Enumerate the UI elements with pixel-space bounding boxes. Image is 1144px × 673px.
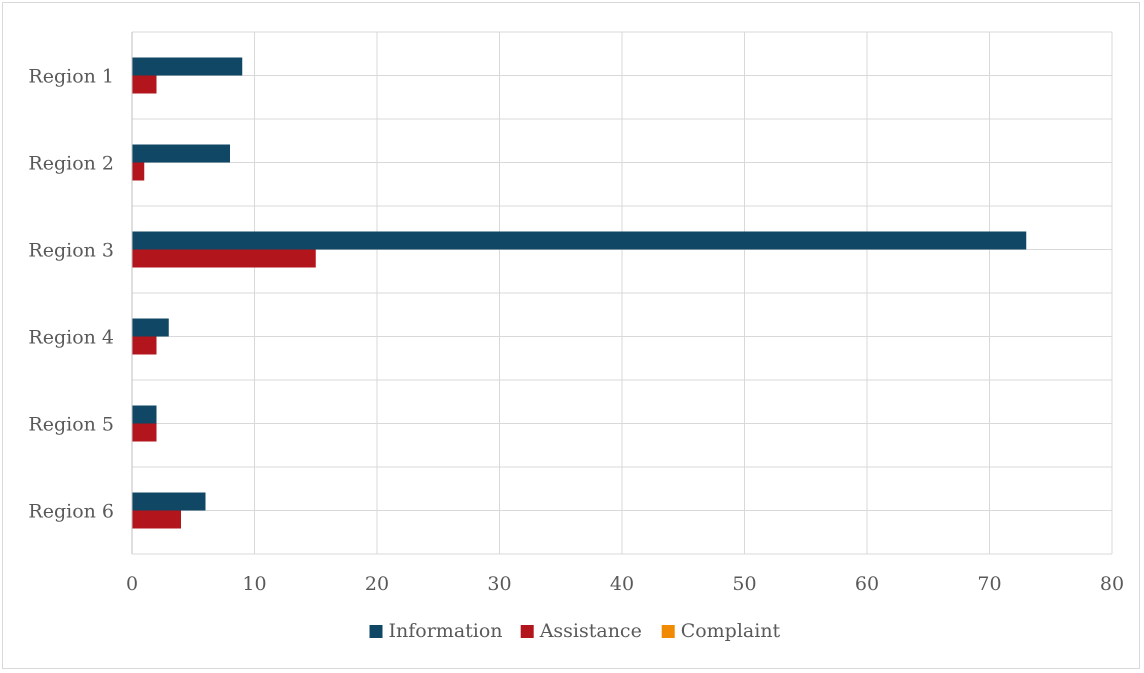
legend-label-information: Information (389, 620, 503, 642)
category-label: Region 2 (28, 153, 114, 175)
category-label: Region 3 (28, 240, 114, 262)
bar-assistance-region-1 (132, 75, 157, 94)
bars (132, 57, 1027, 529)
bar-information-region-5 (132, 405, 157, 424)
x-tick-label: 40 (610, 573, 634, 595)
x-tick-label: 50 (732, 573, 756, 595)
legend-swatch-complaint (661, 625, 675, 638)
grid-lines (132, 31, 1113, 554)
bar-information-region-3 (132, 231, 1027, 250)
legend-swatch-assistance (520, 625, 534, 638)
category-label: Region 6 (28, 501, 114, 523)
x-tick-label: 30 (487, 573, 511, 595)
category-label: Region 4 (28, 327, 114, 349)
bar-information-region-2 (132, 144, 230, 163)
category-label: Region 5 (28, 414, 114, 436)
bar-assistance-region-3 (132, 249, 316, 268)
category-label: Region 1 (28, 66, 114, 88)
bar-information-region-6 (132, 492, 206, 511)
bar-information-region-4 (132, 318, 169, 337)
legend-swatch-information (369, 625, 383, 638)
bar-assistance-region-5 (132, 423, 157, 442)
x-tick-label: 80 (1100, 573, 1124, 595)
bar-assistance-region-6 (132, 510, 181, 529)
x-tick-label: 70 (977, 573, 1001, 595)
legend-label-assistance: Assistance (539, 620, 642, 642)
x-tick-label: 10 (242, 573, 266, 595)
legend-label-complaint: Complaint (681, 620, 781, 642)
bar-chart: 0 10 20 30 40 50 60 70 80 Region 1 Region 2 Region … (28, 31, 1124, 642)
x-tick-label: 0 (126, 573, 138, 595)
axes: 0 10 20 30 40 50 60 70 80 Region 1 Region 2 Region … (28, 32, 1124, 595)
legend: Information Assistance Complaint (369, 620, 781, 642)
bar-assistance-region-2 (132, 162, 145, 181)
x-tick-label: 20 (365, 573, 389, 595)
bar-information-region-1 (132, 57, 243, 76)
bar-assistance-region-4 (132, 336, 157, 355)
x-tick-label: 60 (855, 573, 879, 595)
